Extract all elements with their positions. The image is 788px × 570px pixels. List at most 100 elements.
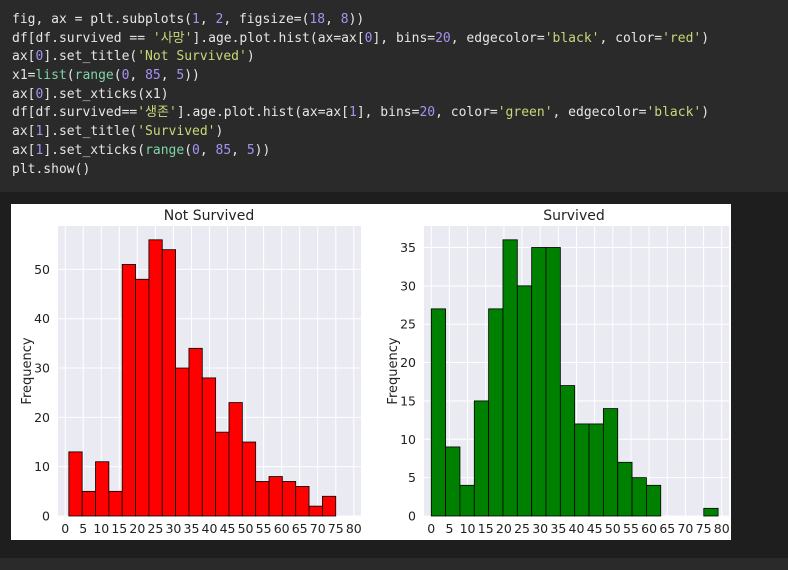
y-tick-label: 20 <box>400 355 416 370</box>
x-tick-label: 55 <box>256 521 272 536</box>
x-tick-label: 10 <box>460 521 476 536</box>
histogram-bar <box>559 385 576 517</box>
y-tick-label: 25 <box>400 317 416 332</box>
x-tick-label: 40 <box>569 521 585 536</box>
histogram-bar <box>617 461 633 517</box>
code-token: fig, ax = plt.subplots( <box>12 12 193 27</box>
x-tick-label: 20 <box>129 521 145 536</box>
code-token: 1 <box>192 12 200 27</box>
code-token: ) <box>701 30 710 46</box>
code-token: ) <box>215 124 224 140</box>
histogram-bar <box>574 423 590 517</box>
code-token: , <box>325 12 341 27</box>
code-line: ax[0].set_xticks(x1) <box>12 86 709 105</box>
y-tick-label: 35 <box>400 240 416 255</box>
x-tick-label: 35 <box>550 521 566 536</box>
histogram-bar <box>588 423 604 517</box>
code-token: 2 <box>215 12 224 27</box>
x-tick-label: 25 <box>147 521 163 536</box>
code-token: ].set_title( <box>43 49 138 65</box>
x-tick-label: 15 <box>111 521 127 536</box>
code-token: ], bins= <box>356 105 420 121</box>
histogram-bar <box>95 461 110 517</box>
histogram-bar <box>255 481 270 517</box>
histogram-bar <box>188 347 203 517</box>
code-token: ax[ <box>12 142 36 158</box>
code-token: 20 <box>435 30 451 46</box>
histogram-bar <box>281 481 297 517</box>
code-token: 85 <box>145 68 161 84</box>
code-token: '생존' <box>137 105 177 121</box>
histogram-bar <box>488 308 504 517</box>
code-token: '사망' <box>152 30 193 46</box>
x-tick-label: 40 <box>202 521 218 536</box>
code-token: 0 <box>364 30 373 46</box>
code-token: , edgecolor= <box>450 30 545 46</box>
histogram-bar <box>135 278 150 517</box>
code-token: 85 <box>215 142 232 158</box>
x-tick-label: 25 <box>514 521 530 536</box>
y-tick-label: 40 <box>34 311 50 326</box>
code-token: ].age.plot.hist(ax=ax[ <box>176 105 349 121</box>
histogram-bar <box>502 239 518 517</box>
code-token: 'Survived' <box>137 124 216 140</box>
code-token: , <box>199 142 216 158</box>
y-tick-label: 15 <box>400 393 416 408</box>
histogram-bar <box>473 400 490 517</box>
code-token: 0 <box>35 86 44 102</box>
x-tick-label: 30 <box>532 521 548 536</box>
y-tick-label: 20 <box>34 410 50 425</box>
chart-right-bars <box>430 239 719 517</box>
histogram-bar <box>175 367 190 517</box>
histogram-bar <box>445 446 461 517</box>
chart-right-xticks: 0 5 10 15 20 25 30 35 40 45 50 55 60 65 70 75 80 <box>427 521 729 536</box>
code-line: df[df.survived=='생존'].age.plot.hist(ax=a… <box>12 104 709 123</box>
x-tick-label: 30 <box>165 521 181 536</box>
histogram-bar <box>121 264 136 517</box>
histogram-bar <box>645 484 662 517</box>
code-token: ( <box>113 68 122 84</box>
histogram-bar <box>459 484 475 517</box>
code-token: 0 <box>35 49 44 65</box>
chart-right-yticks: 0 5 10 15 20 25 30 35 <box>400 240 416 524</box>
code-token: 20 <box>419 105 436 121</box>
code-token: , <box>129 68 146 84</box>
code-token: ( <box>184 142 193 158</box>
code-token: 8 <box>340 12 349 27</box>
code-line: ax[1].set_xticks(range(0, 85, 5)) <box>12 142 709 161</box>
code-line: ax[0].set_title('Not Survived') <box>12 48 709 67</box>
code-token: , color= <box>599 30 663 46</box>
code-token: ax[ <box>12 49 36 65</box>
y-tick-label: 30 <box>34 361 50 376</box>
x-tick-label: 60 <box>641 521 657 536</box>
histogram-figure: 0 5 10 15 20 25 30 35 40 45 50 55 60 65 70 75 80 0 10 20 30… <box>20 208 730 536</box>
y-tick-label: 30 <box>400 278 416 293</box>
code-token: ( <box>66 68 75 84</box>
histogram-bar <box>631 477 647 517</box>
x-tick-label: 65 <box>659 521 675 536</box>
histogram-bar <box>322 495 337 517</box>
x-tick-label: 45 <box>220 521 236 536</box>
code-cell[interactable]: fig, ax = plt.subplots(1, 2, figsize=(18… <box>0 0 788 192</box>
code-editor[interactable]: fig, ax = plt.subplots(1, 2, figsize=(18… <box>12 11 709 179</box>
chart-left-xticks: 0 5 10 15 20 25 30 35 40 45 50 55 60 65 70 75 80 <box>61 521 362 536</box>
code-token: , figsize=( <box>223 12 310 27</box>
x-tick-label: 35 <box>184 521 200 536</box>
x-tick-label: 50 <box>605 521 621 536</box>
x-tick-label: 0 <box>427 521 435 536</box>
code-token: , edgecolor= <box>552 105 647 121</box>
histogram-bar <box>430 308 447 517</box>
chart-right-title: Survived <box>543 208 604 224</box>
x-tick-label: 45 <box>587 521 603 536</box>
code-line: x1=list(range(0, 85, 5)) <box>12 67 709 86</box>
x-tick-label: 80 <box>346 521 362 536</box>
code-token: ].set_xticks(x1) <box>43 86 169 102</box>
code-line: df[df.survived == '사망'].age.plot.hist(ax… <box>12 30 709 49</box>
chart-right-ylabel: Frequency <box>386 337 401 404</box>
code-token: ax[ <box>12 86 36 102</box>
code-token: 'green' <box>497 105 553 121</box>
code-token: range <box>74 68 114 84</box>
histogram-bar <box>545 247 561 517</box>
x-tick-label: 15 <box>478 521 494 536</box>
code-token: 1 <box>35 124 44 140</box>
